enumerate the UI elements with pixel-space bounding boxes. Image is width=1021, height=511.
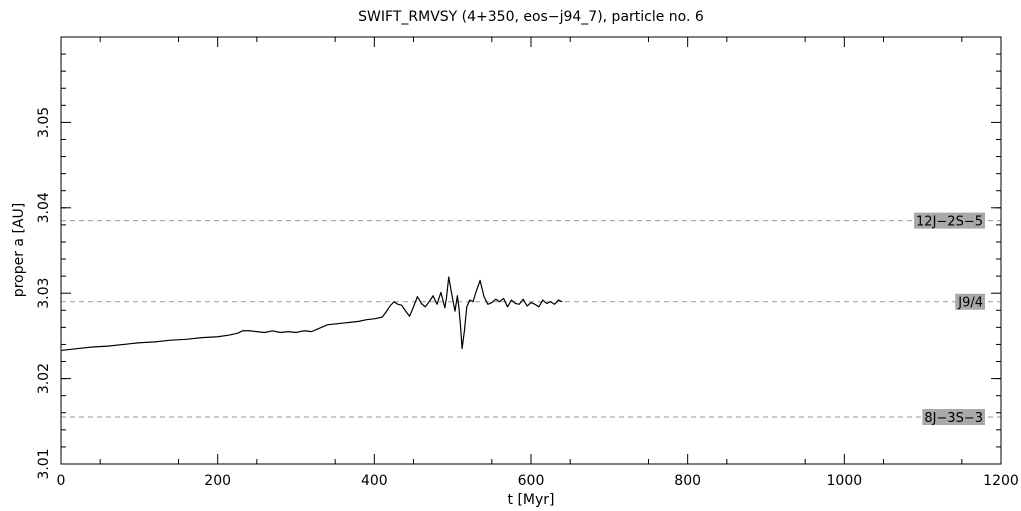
series-line [60, 276, 563, 352]
x-tick-marks [60, 37, 1002, 464]
y-axis-label: proper a [AU] [11, 203, 27, 297]
resonance-label: 8J−3S−3 [922, 409, 985, 426]
y-tick-label: 3.05 [36, 107, 52, 138]
chart-title: SWIFT_RMVSY (4+350, eos−j94_7), particle… [358, 9, 704, 25]
x-tick-label: 800 [674, 473, 701, 489]
x-tick-label: 1200 [983, 473, 1019, 489]
resonance-label-text: 8J−3S−3 [924, 411, 983, 426]
y-tick-labels: 3.01 3.02 3.03 3.04 3.05 [36, 107, 52, 480]
resonance-lines [61, 220, 1001, 418]
x-tick-labels: 0 200 400 600 800 1000 1200 [57, 473, 1019, 489]
resonance-label-box [955, 293, 985, 310]
resonance-label-box [922, 409, 985, 426]
x-tick-label: 200 [204, 473, 231, 489]
y-tick-label: 3.02 [36, 363, 52, 394]
x-tick-label: 400 [361, 473, 388, 489]
resonance-label-box [914, 212, 985, 229]
x-tick-label: 1000 [827, 473, 863, 489]
y-tick-label: 3.03 [36, 278, 52, 309]
x-tick-label: 600 [518, 473, 545, 489]
x-tick-label: 0 [57, 473, 66, 489]
resonance-label: J9/4 [955, 293, 985, 311]
resonance-labels: 12J−2S−5 J9/4 8J−3S−3 [914, 212, 985, 426]
resonance-label-text: J9/4 [957, 296, 983, 311]
resonance-label-text: 12J−2S−5 [916, 215, 983, 230]
y-tick-label: 3.01 [36, 448, 52, 479]
y-tick-marks [61, 36, 1001, 465]
x-axis-label: t [Myr] [508, 492, 555, 508]
y-tick-label: 3.04 [36, 192, 52, 223]
plot-frame [60, 36, 1002, 465]
resonance-label: 12J−2S−5 [914, 212, 985, 230]
